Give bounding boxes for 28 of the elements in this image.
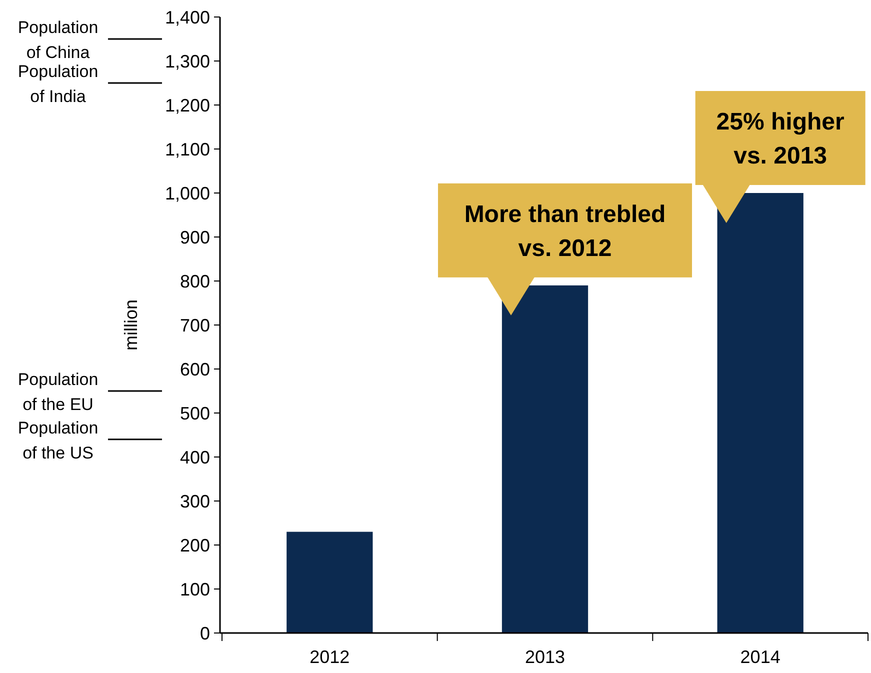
ref-line-label: Population of the US [18, 418, 98, 462]
y-tick-label: 1,400 [164, 7, 210, 28]
bar [717, 193, 804, 633]
y-tick-label: 600 [180, 359, 210, 380]
y-tick-label: 1,200 [164, 95, 210, 116]
annotation: 25% higher vs. 2013 [716, 108, 844, 170]
y-tick-label: 500 [180, 403, 210, 424]
y-axis-title: million [121, 299, 141, 351]
bar [502, 285, 588, 633]
annotation: More than trebled vs. 2012 [464, 200, 666, 262]
y-tick-label: 900 [180, 227, 210, 248]
x-tick-label: 2012 [310, 647, 350, 667]
y-tick-label: 300 [180, 491, 210, 512]
y-tick-label: 1,000 [164, 183, 210, 204]
y-tick-label: 200 [180, 535, 210, 556]
y-tick-label: 1,100 [164, 139, 210, 160]
ref-line-label: Population of India [18, 62, 98, 106]
y-tick-label: 400 [180, 447, 210, 468]
x-tick-label: 2013 [524, 647, 566, 667]
y-tick-label: 100 [180, 579, 210, 600]
bar [286, 532, 373, 633]
x-tick-label: 2014 [740, 647, 780, 667]
y-tick-label: 1,300 [164, 51, 210, 72]
y-tick-label: 700 [180, 315, 210, 336]
y-tick-label: 800 [180, 271, 210, 292]
ref-line-label: Population of China [18, 18, 98, 62]
ref-line-label: Population of the EU [18, 370, 98, 414]
y-tick-label: 0 [200, 623, 210, 644]
